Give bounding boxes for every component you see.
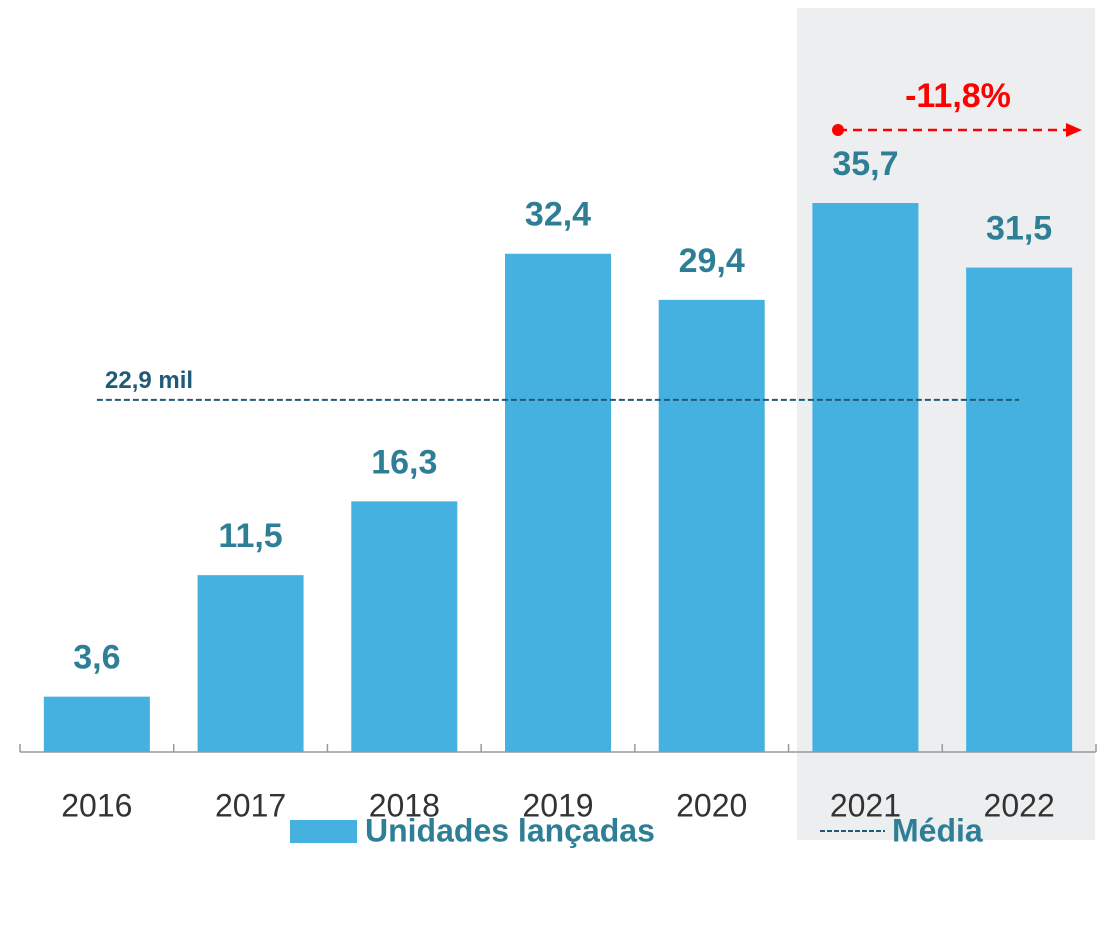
x-tick-label: 2019 [522, 787, 593, 823]
average-label: 22,9 mil [105, 367, 193, 394]
value-label: 16,3 [371, 443, 437, 481]
bar [197, 575, 304, 752]
bar [658, 299, 765, 752]
bar [505, 253, 611, 752]
value-label: 29,4 [679, 242, 745, 280]
x-tick-label: 2017 [215, 787, 286, 823]
value-label: 31,5 [986, 210, 1052, 248]
x-tick-label: 2018 [369, 787, 440, 823]
annotation-arrowhead [1066, 123, 1082, 137]
value-label: 32,4 [525, 196, 591, 234]
legend-label: Média [892, 812, 983, 848]
value-label: 3,6 [73, 639, 120, 677]
value-label: 11,5 [218, 517, 282, 555]
x-tick-label: 2016 [61, 787, 132, 823]
annotation-text: -11,8% [905, 77, 1011, 115]
x-tick-label: 2020 [676, 787, 747, 823]
bar [351, 501, 458, 752]
value-label: 35,7 [832, 145, 898, 183]
bar [812, 203, 919, 753]
bar [43, 696, 150, 752]
x-tick-label: 2022 [984, 787, 1055, 823]
bar [966, 267, 1073, 752]
legend-swatch [290, 820, 357, 843]
legend-label: Unidades lançadas [365, 812, 655, 848]
x-tick-label: 2021 [830, 787, 901, 823]
